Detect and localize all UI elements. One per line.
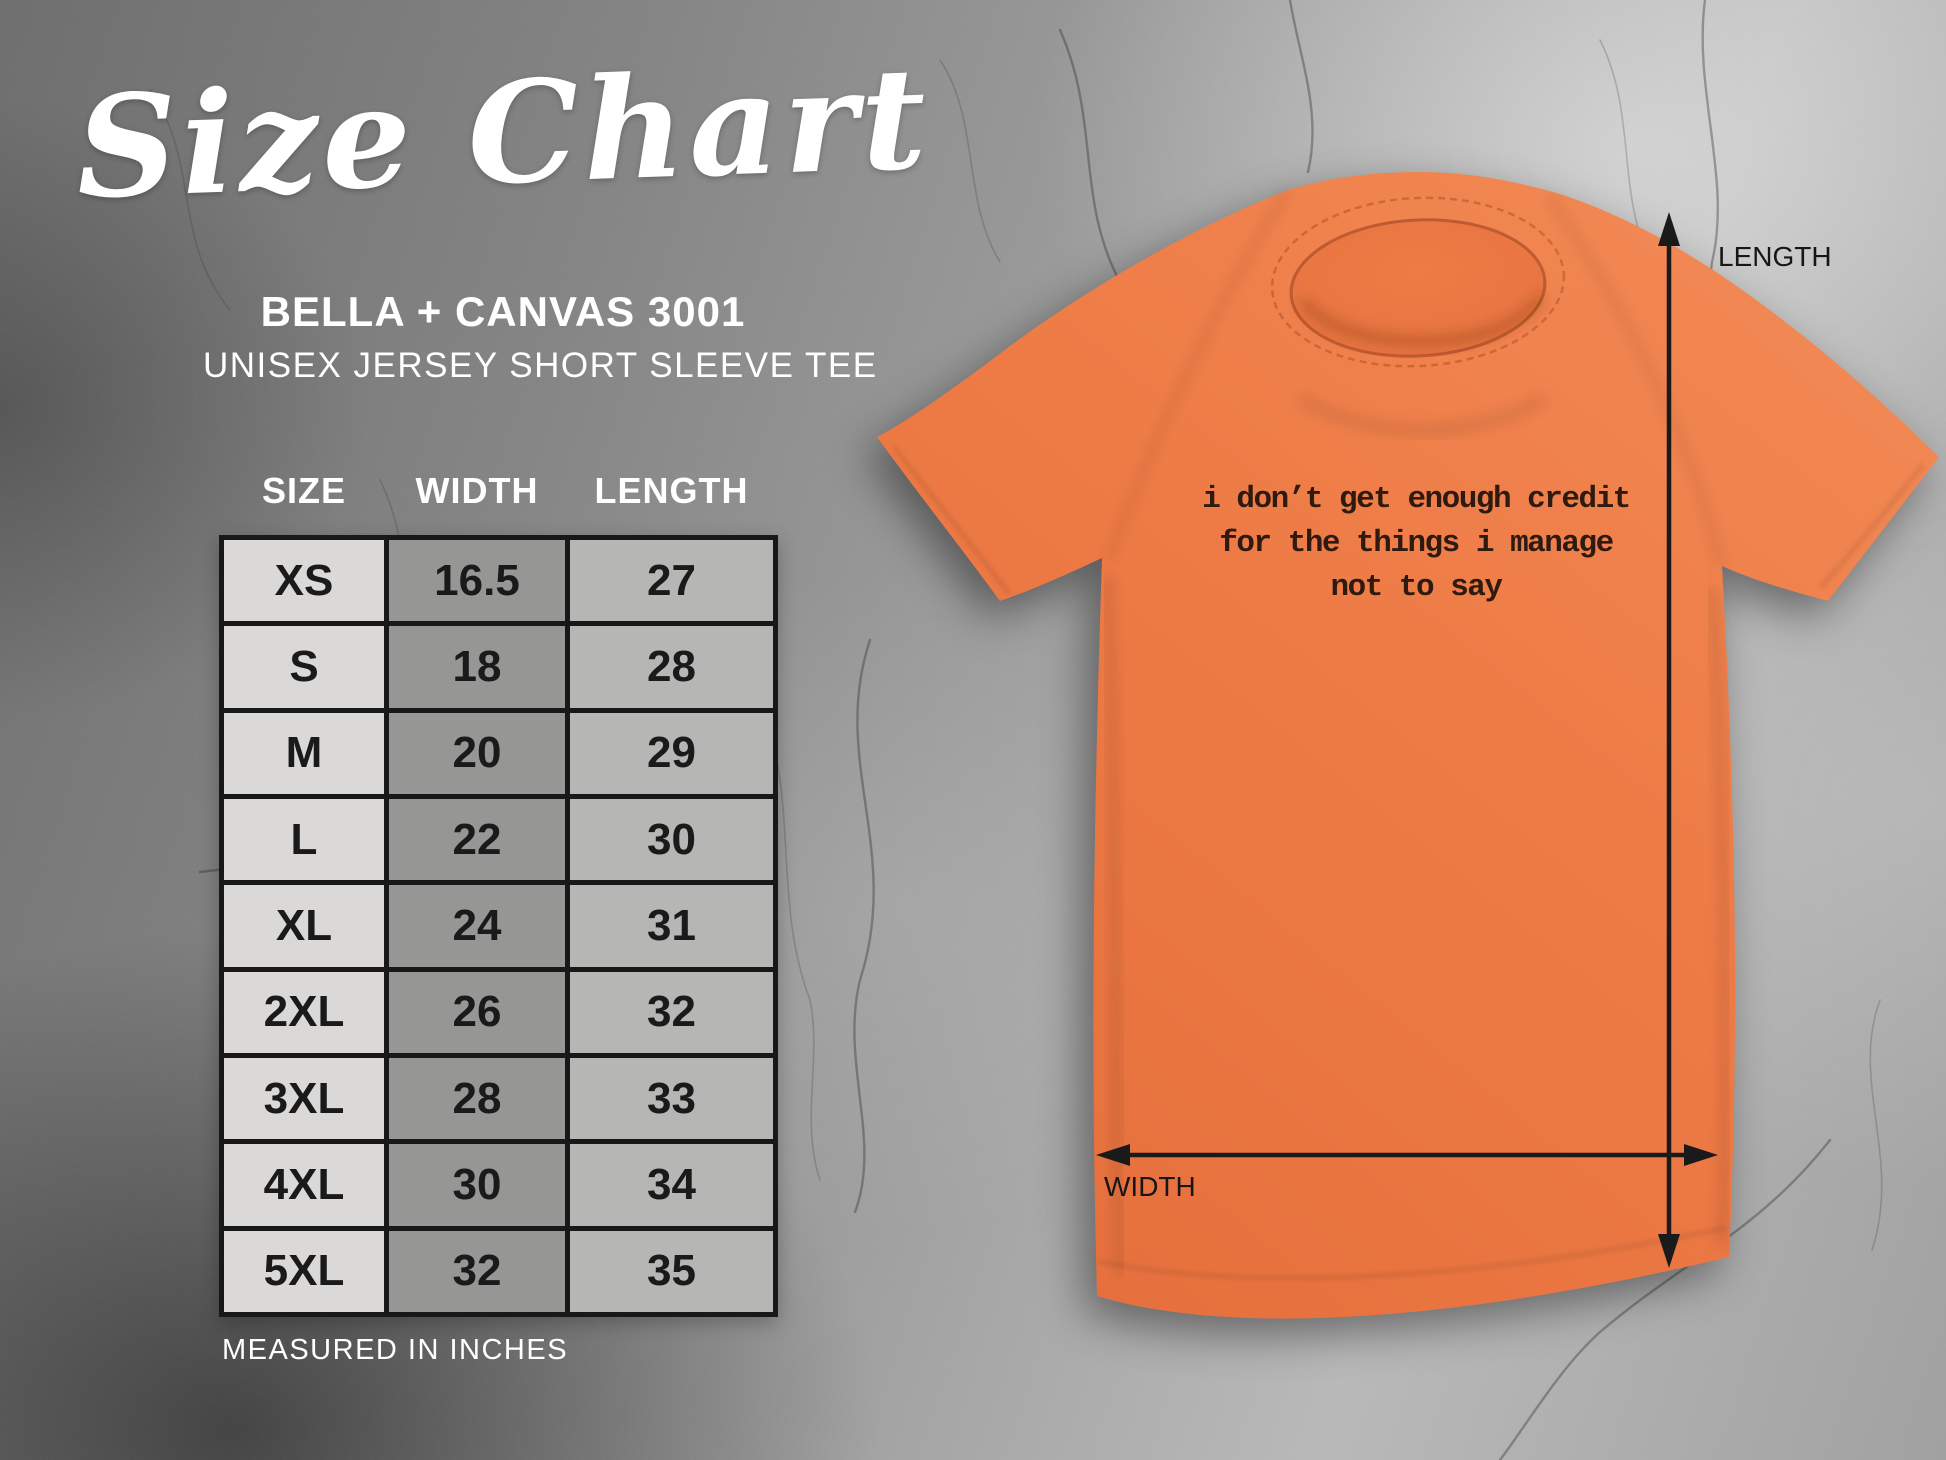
table-cell-size: 5XL [224, 1230, 384, 1312]
table-cell-length: 28 [570, 626, 773, 708]
table-cell-width: 28 [389, 1058, 565, 1140]
table-cell-length: 29 [570, 712, 773, 794]
table-cell-length: 33 [570, 1058, 773, 1140]
table-column-headers: SIZE WIDTH LENGTH [219, 470, 778, 512]
table-cell-size: 2XL [224, 971, 384, 1053]
table-cell-size: S [224, 626, 384, 708]
table-cell-width: 22 [389, 799, 565, 881]
table-cell-length: 30 [570, 799, 773, 881]
page-title: Size Chart [73, 37, 933, 231]
table-cell-length: 34 [570, 1144, 773, 1226]
table-cell-width: 24 [389, 885, 565, 967]
table-cell-width: 30 [389, 1144, 565, 1226]
table-cell-width: 26 [389, 971, 565, 1053]
table-cell-width: 20 [389, 712, 565, 794]
table-cell-width: 32 [389, 1230, 565, 1312]
table-cell-length: 32 [570, 971, 773, 1053]
size-chart-table: XS 16.5 27 S 18 28 M 20 29 L 22 30 XL 24… [219, 535, 778, 1317]
table-cell-size: XL [224, 885, 384, 967]
table-cell-width: 16.5 [389, 540, 565, 622]
table-cell-length: 35 [570, 1230, 773, 1312]
table-cell-size: XS [224, 540, 384, 622]
brand-name: BELLA + CANVAS 3001 [260, 288, 746, 335]
units-note: MEASURED IN INCHES [222, 1334, 569, 1366]
table-cell-width: 18 [389, 626, 565, 708]
table-cell-size: L [224, 799, 384, 881]
table-cell-size: 4XL [224, 1144, 384, 1226]
table-cell-length: 31 [570, 885, 773, 967]
product-name: UNISEX JERSEY SHORT SLEEVE TEE [203, 346, 878, 385]
table-cell-length: 27 [570, 540, 773, 622]
column-header-length: LENGTH [594, 470, 749, 511]
table-cell-size: M [224, 712, 384, 794]
table-cell-size: 3XL [224, 1058, 384, 1140]
column-header-width: WIDTH [415, 470, 539, 511]
column-header-size: SIZE [261, 470, 346, 511]
